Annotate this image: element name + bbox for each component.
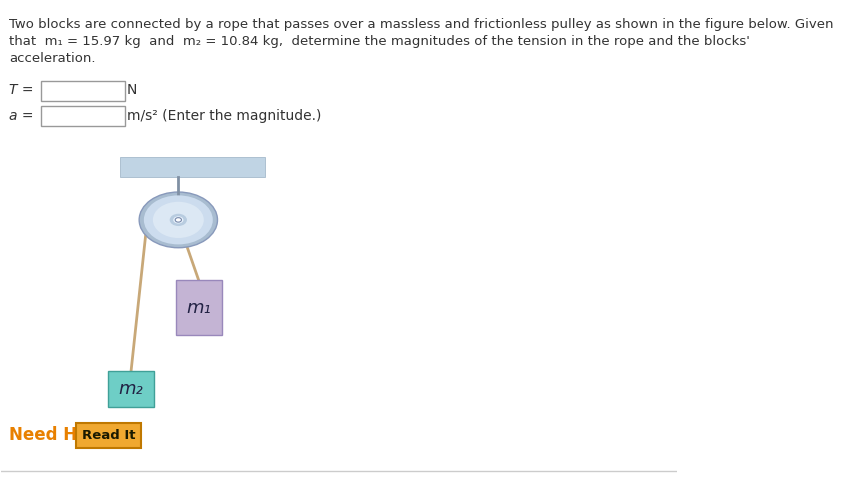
Circle shape [174,216,184,224]
FancyBboxPatch shape [77,423,141,449]
Text: N: N [127,83,137,97]
Circle shape [144,196,213,244]
Text: Need Help?: Need Help? [9,426,117,443]
Text: T =: T = [9,83,34,97]
FancyBboxPatch shape [108,371,154,407]
Circle shape [169,214,187,226]
FancyBboxPatch shape [41,81,125,101]
Circle shape [175,218,181,222]
Text: m₂: m₂ [118,380,144,398]
FancyBboxPatch shape [41,106,125,126]
Text: Read It: Read It [82,429,135,442]
Text: m₁: m₁ [186,298,211,316]
Circle shape [153,202,203,238]
Text: a =: a = [9,109,34,123]
FancyBboxPatch shape [175,280,221,335]
Circle shape [140,192,218,248]
FancyBboxPatch shape [120,156,265,177]
Text: m/s² (Enter the magnitude.): m/s² (Enter the magnitude.) [127,109,322,123]
Text: acceleration.: acceleration. [9,52,96,65]
Text: that  m₁ = 15.97 kg  and  m₂ = 10.84 kg,  determine the magnitudes of the tensio: that m₁ = 15.97 kg and m₂ = 10.84 kg, de… [9,35,751,48]
Text: Two blocks are connected by a rope that passes over a massless and frictionless : Two blocks are connected by a rope that … [9,18,834,31]
